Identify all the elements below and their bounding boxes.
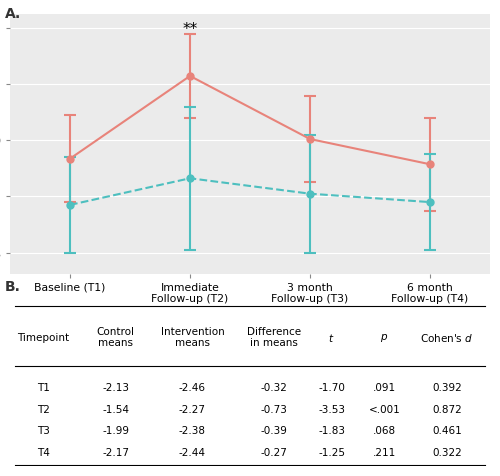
Text: **: ** <box>182 22 198 38</box>
Text: .091: .091 <box>373 383 396 393</box>
Text: Control
means: Control means <box>96 327 134 348</box>
Text: -3.53: -3.53 <box>318 405 345 415</box>
Text: 0.322: 0.322 <box>432 448 462 458</box>
Text: B.: B. <box>5 280 21 295</box>
Text: -0.73: -0.73 <box>260 405 287 415</box>
Text: -0.39: -0.39 <box>260 426 287 436</box>
Text: -0.27: -0.27 <box>260 448 287 458</box>
Text: T2: T2 <box>37 405 50 415</box>
Text: Difference
in means: Difference in means <box>247 327 301 348</box>
Text: .068: .068 <box>373 426 396 436</box>
Text: -2.38: -2.38 <box>179 426 206 436</box>
Text: Intervention
means: Intervention means <box>160 327 224 348</box>
Text: 0.461: 0.461 <box>432 426 462 436</box>
Text: $p$: $p$ <box>380 332 388 344</box>
Text: T3: T3 <box>37 426 50 436</box>
Text: A.: A. <box>5 7 21 21</box>
Text: 0.392: 0.392 <box>432 383 462 393</box>
Text: <.001: <.001 <box>368 405 400 415</box>
Text: T1: T1 <box>37 383 50 393</box>
Text: Timepoint: Timepoint <box>18 333 70 343</box>
Text: Cohen's $d$: Cohen's $d$ <box>420 332 474 344</box>
Text: -1.54: -1.54 <box>102 405 129 415</box>
Text: -2.44: -2.44 <box>179 448 206 458</box>
Text: T4: T4 <box>37 448 50 458</box>
Text: -1.83: -1.83 <box>318 426 345 436</box>
Text: -1.25: -1.25 <box>318 448 345 458</box>
Text: -2.17: -2.17 <box>102 448 129 458</box>
Text: -1.99: -1.99 <box>102 426 129 436</box>
Text: .211: .211 <box>373 448 396 458</box>
Text: 0.872: 0.872 <box>432 405 462 415</box>
Text: -2.46: -2.46 <box>179 383 206 393</box>
Text: -2.13: -2.13 <box>102 383 129 393</box>
Text: -0.32: -0.32 <box>260 383 287 393</box>
Text: -1.70: -1.70 <box>318 383 345 393</box>
Text: $t$: $t$ <box>328 332 335 344</box>
Text: -2.27: -2.27 <box>179 405 206 415</box>
